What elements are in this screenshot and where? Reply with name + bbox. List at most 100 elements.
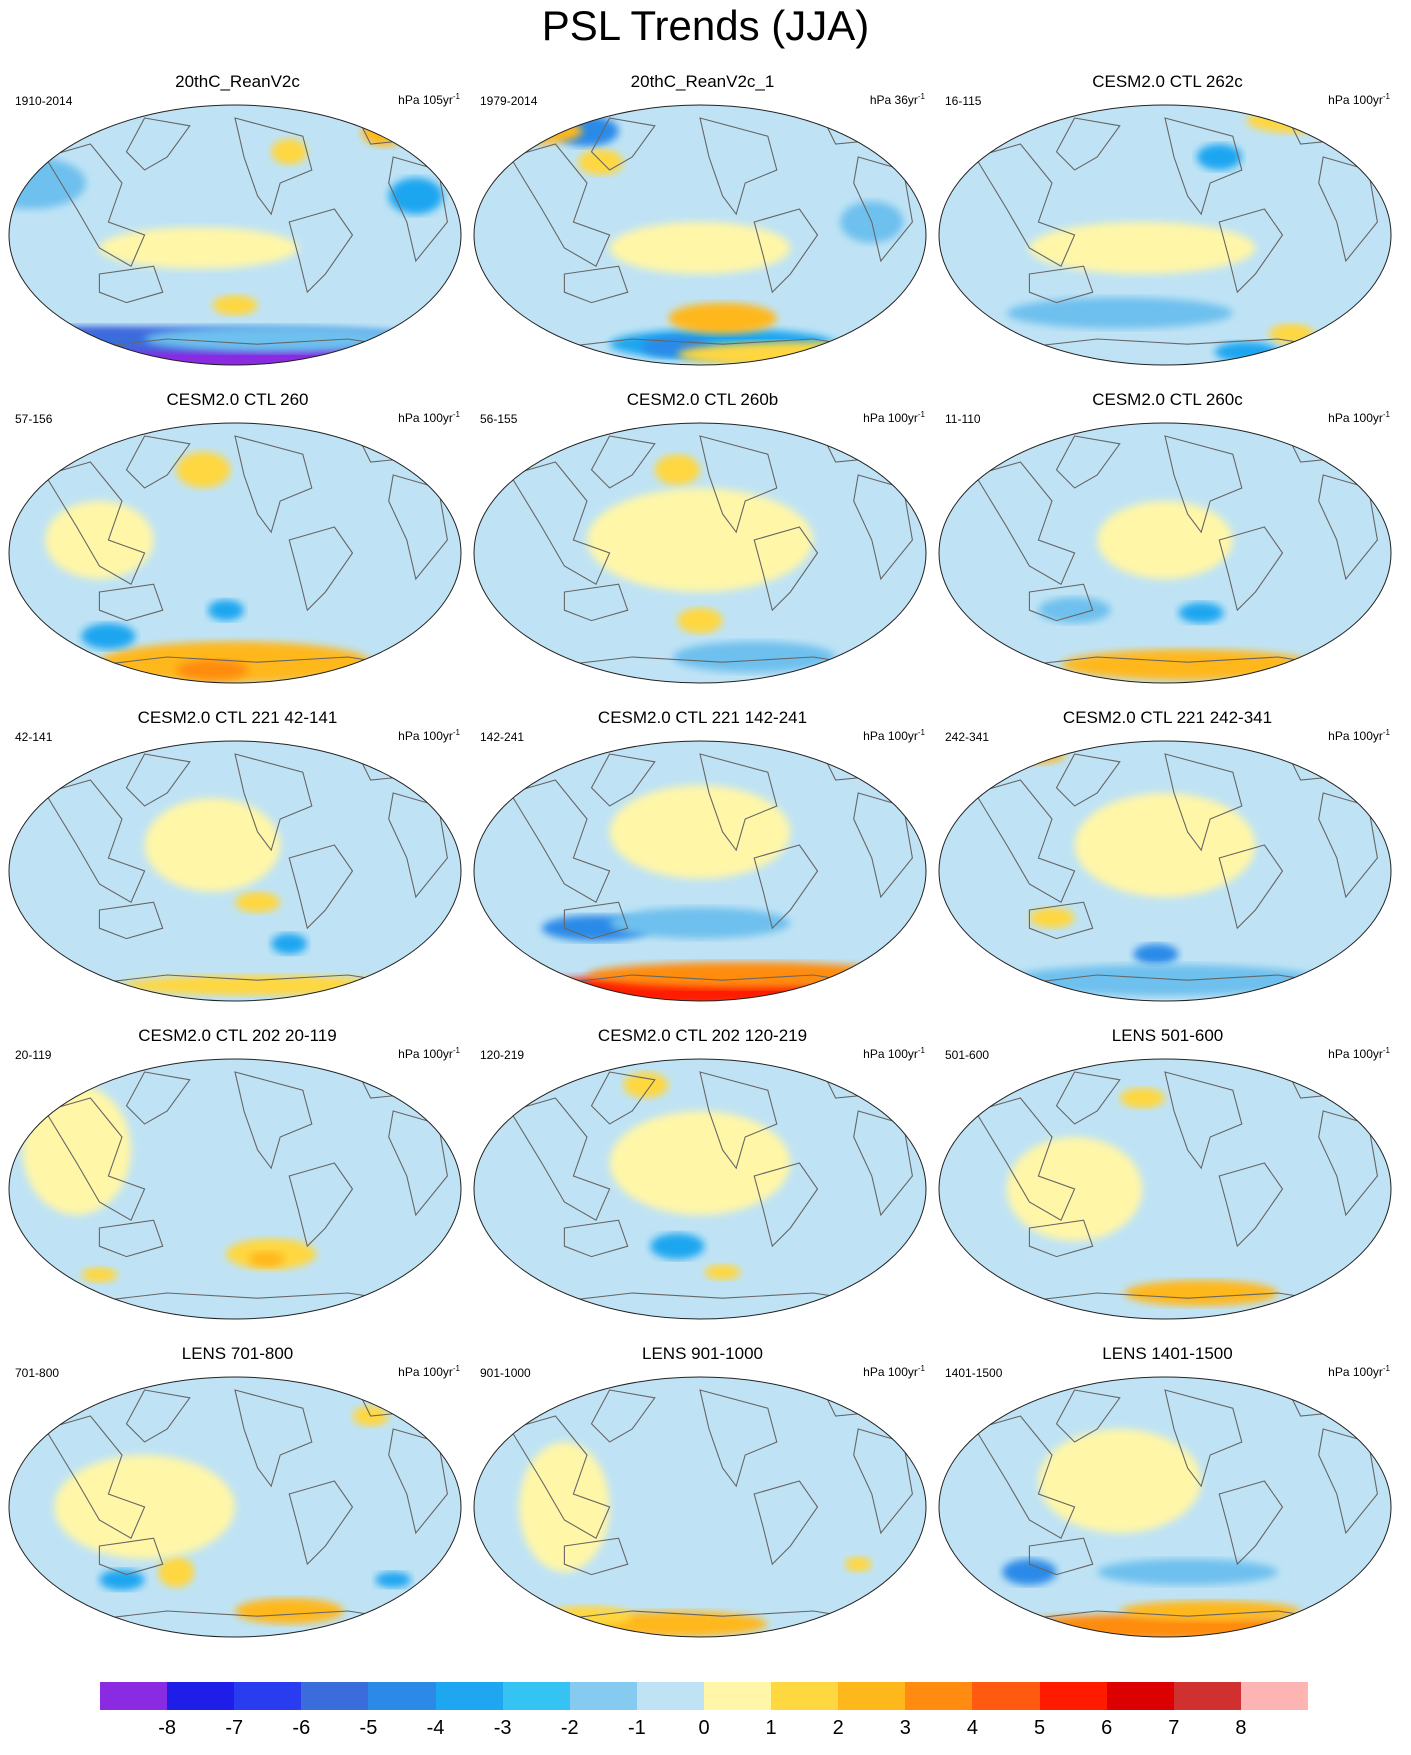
coastline xyxy=(1055,1389,1121,1443)
map-border xyxy=(473,1058,927,1320)
units-base: hPa xyxy=(398,93,420,107)
trend-anomaly xyxy=(1178,602,1224,624)
coastline xyxy=(563,1537,629,1576)
units-base: hPa xyxy=(398,411,420,425)
trend-anomaly xyxy=(176,451,231,488)
colorbar-tick-label: 4 xyxy=(966,1717,978,1739)
trend-anomaly xyxy=(844,1556,872,1572)
trend-anomaly xyxy=(1119,1600,1301,1622)
panel-units: hPa 100yr-1 xyxy=(398,1364,460,1379)
coastline xyxy=(563,901,629,940)
colorbar-swatch xyxy=(771,1682,839,1710)
coastline xyxy=(98,583,164,622)
coastline xyxy=(1055,753,1121,807)
map-border xyxy=(938,1376,1392,1638)
trend-anomaly xyxy=(623,1072,669,1098)
units-value: 100yr xyxy=(887,1047,918,1061)
trend-anomaly xyxy=(271,933,308,955)
panel-units: hPa 100yr-1 xyxy=(398,728,460,743)
trend-anomaly xyxy=(1119,1087,1165,1109)
coastline xyxy=(234,117,313,216)
trend-anomaly xyxy=(1074,793,1256,897)
colorbar-swatch xyxy=(569,1682,638,1710)
map-panel: 20thC_ReanV2c_1 1979-2014 hPa 36yr-1 xyxy=(470,72,935,372)
units-value: 100yr xyxy=(887,729,918,743)
coastline xyxy=(1164,117,1243,216)
units-value: 100yr xyxy=(887,1365,918,1379)
trend-anomaly xyxy=(1097,501,1233,579)
units-value: 100yr xyxy=(422,1047,453,1061)
map-panel: LENS 701-800 701-800 hPa 100yr-1 xyxy=(5,1344,470,1644)
coastline xyxy=(563,583,629,622)
coastline xyxy=(699,753,778,852)
units-base: hPa xyxy=(863,729,885,743)
panel-period: 501-600 xyxy=(945,1048,990,1062)
colorbar-tick-label: 3 xyxy=(899,1717,911,1739)
units-value: 100yr xyxy=(1352,729,1383,743)
coastline xyxy=(44,779,146,903)
units-value: 100yr xyxy=(1352,1365,1383,1379)
colorbar-swatch xyxy=(1106,1682,1175,1710)
panel-period: 142-241 xyxy=(480,730,525,744)
panel-title: CESM2.0 CTL 202 120-219 xyxy=(597,1026,808,1045)
units-base: hPa xyxy=(398,1365,420,1379)
panel-title: LENS 701-800 xyxy=(181,1344,294,1363)
coastline xyxy=(1028,583,1094,622)
trend-anomaly xyxy=(609,1111,791,1215)
trend-anomaly xyxy=(122,975,394,996)
coastline xyxy=(974,779,1076,903)
coastline xyxy=(234,1071,313,1170)
units-base: hPa xyxy=(1328,1365,1350,1379)
colorbar-swatch xyxy=(838,1682,906,1710)
colorbar-tick-label: 1 xyxy=(765,1717,777,1739)
map-border xyxy=(938,1058,1392,1320)
panel-units: hPa 100yr-1 xyxy=(863,728,925,743)
coastline xyxy=(590,435,656,489)
coastline xyxy=(699,117,778,216)
map-border xyxy=(473,1376,927,1638)
panel-period: 120-219 xyxy=(480,1048,525,1062)
coastline xyxy=(1164,1071,1243,1170)
colorbar-swatch xyxy=(1039,1682,1108,1710)
map-border xyxy=(8,422,462,684)
units-exponent: -1 xyxy=(917,1046,925,1055)
coastline xyxy=(699,1389,778,1488)
trend-anomaly xyxy=(9,157,86,209)
colorbar-tick-label: -1 xyxy=(627,1717,646,1739)
map-svg xyxy=(473,1058,927,1320)
trend-anomaly xyxy=(650,1233,705,1260)
trend-anomaly xyxy=(99,227,299,269)
trend-anomaly xyxy=(492,118,583,144)
panel-period: 16-115 xyxy=(945,94,982,108)
coastline xyxy=(753,844,819,930)
trend-anomaly xyxy=(1133,943,1179,965)
colorbar-tick-label: 5 xyxy=(1033,1717,1046,1739)
trend-anomaly xyxy=(609,907,791,939)
coastline xyxy=(1055,435,1121,489)
colorbar-tick-label: -3 xyxy=(493,1717,512,1739)
units-base: hPa xyxy=(1328,93,1350,107)
trend-anomaly xyxy=(1097,1559,1278,1585)
panel-title: CESM2.0 CTL 260c xyxy=(1092,390,1243,409)
panel-units: hPa 100yr-1 xyxy=(1328,728,1390,743)
coastline xyxy=(974,461,1076,585)
units-exponent: -1 xyxy=(1382,410,1390,419)
units-exponent: -1 xyxy=(917,728,925,737)
coastline xyxy=(509,1097,611,1221)
panel-title: CESM2.0 CTL 202 20-119 xyxy=(138,1026,337,1045)
colorbar-tick-label: 2 xyxy=(832,1717,844,1739)
coastline xyxy=(1028,1537,1094,1576)
coastline xyxy=(974,1097,1076,1221)
coastline xyxy=(753,1480,819,1566)
map-border xyxy=(938,104,1392,366)
coastline xyxy=(590,117,656,171)
units-exponent: -1 xyxy=(1382,1364,1390,1373)
colorbar-swatch xyxy=(502,1682,571,1710)
trend-anomaly xyxy=(212,294,258,316)
trend-anomaly xyxy=(158,1556,195,1588)
coastline xyxy=(44,1097,146,1221)
map-border xyxy=(473,104,927,366)
map-panel: CESM2.0 CTL 260b 56-155 hPa 100yr-1 xyxy=(470,390,935,690)
map-background xyxy=(939,1059,1391,1319)
colorbar-tick-label: -8 xyxy=(158,1717,176,1739)
